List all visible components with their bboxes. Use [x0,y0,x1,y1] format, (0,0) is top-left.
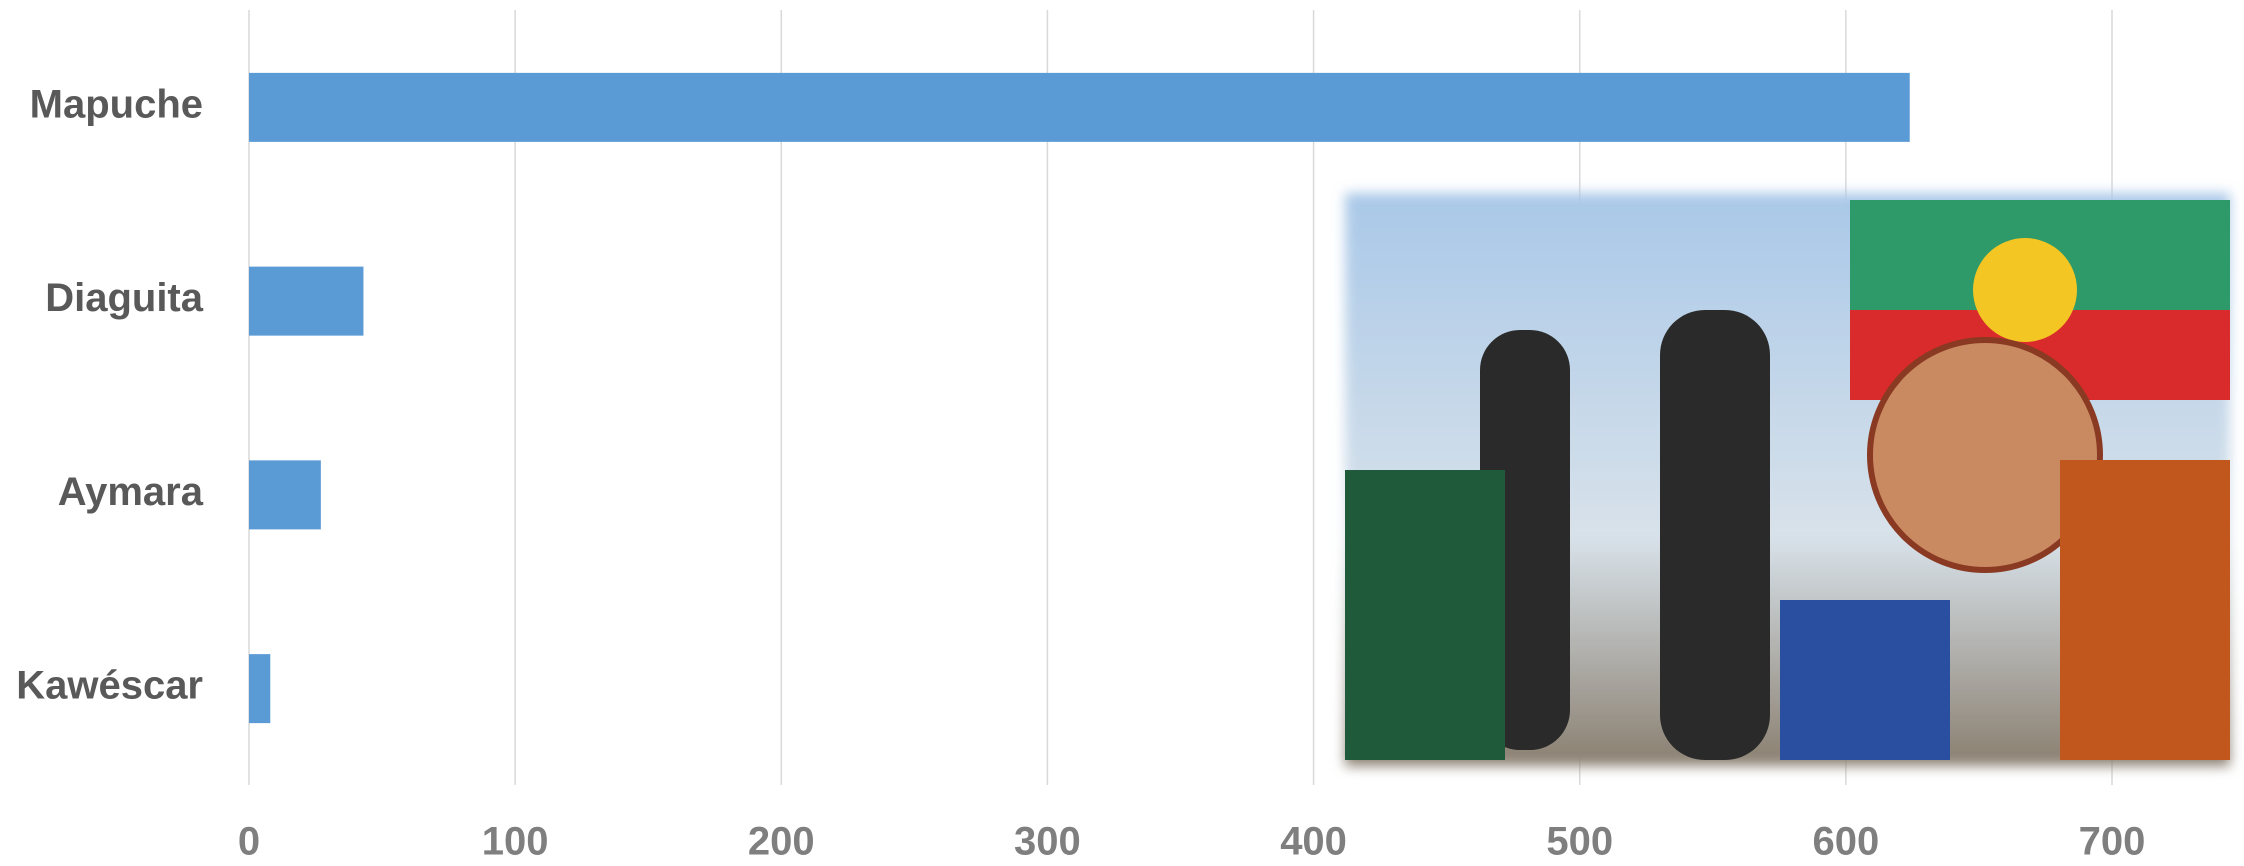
y-tick-label: Aymara [58,470,204,514]
y-tick-label: Kawéscar [16,664,203,708]
x-tick-label: 500 [1546,820,1613,864]
bar [249,654,271,724]
photo [1345,193,2230,766]
bar [249,72,1910,142]
y-tick-label: Mapuche [30,82,203,126]
x-tick-label: 200 [748,820,815,864]
bar [249,266,364,336]
bar [249,460,321,530]
x-tick-label: 400 [1280,820,1347,864]
x-tick-label: 700 [2079,820,2146,864]
x-tick-label: 100 [482,820,549,864]
x-tick-label: 300 [1014,820,1081,864]
y-tick-label: Diaguita [45,276,204,320]
x-tick-label: 0 [238,820,260,864]
x-tick-label: 600 [1812,820,1879,864]
